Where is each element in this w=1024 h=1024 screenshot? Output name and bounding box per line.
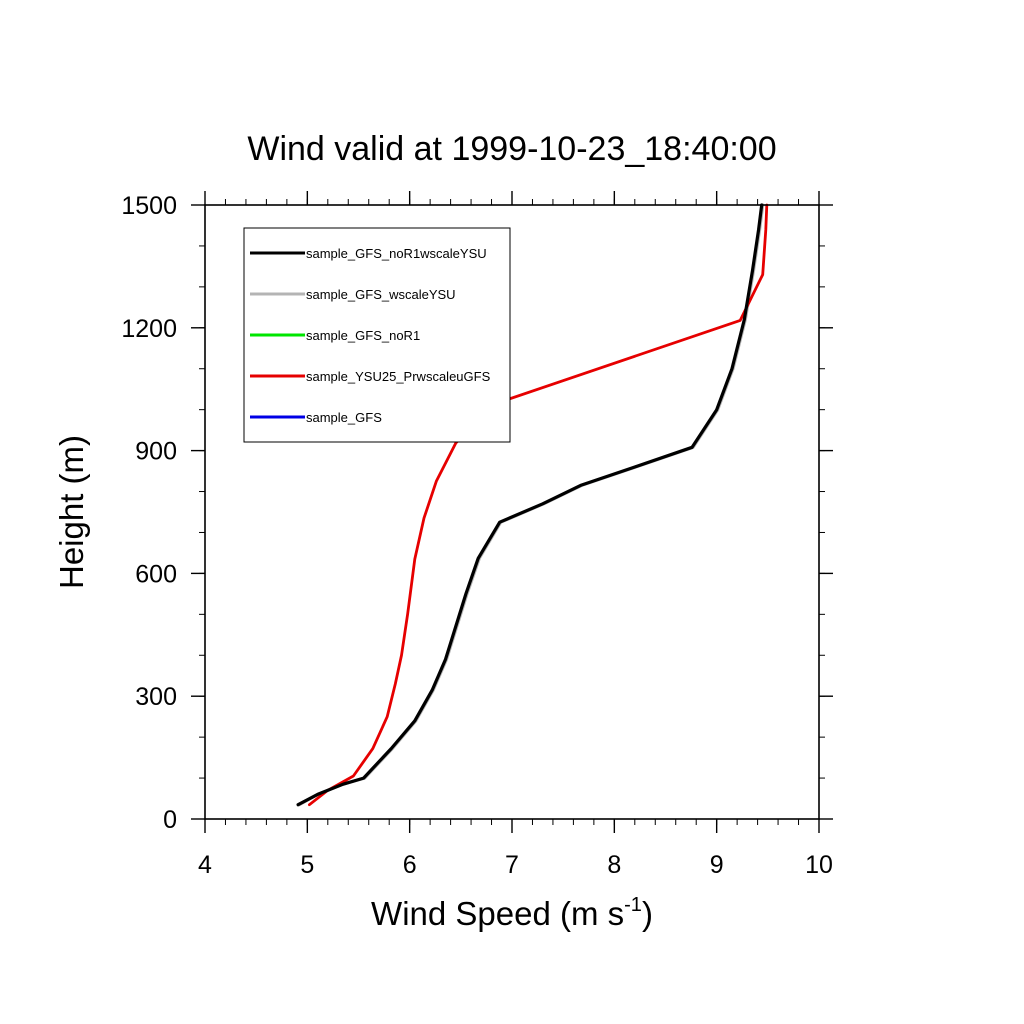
x-tick-label: 4 (198, 851, 212, 879)
x-tick-label: 10 (805, 851, 833, 879)
x-tick-label: 8 (607, 851, 621, 879)
x-tick-label: 7 (505, 851, 519, 879)
legend-label: sample_GFS_wscaleYSU (306, 287, 456, 302)
y-tick-label: 0 (163, 806, 177, 834)
x-tick-label: 5 (300, 851, 314, 879)
legend-label: sample_GFS (306, 410, 382, 425)
legend: sample_GFS_noR1wscaleYSU sample_GFS_wscal… (243, 227, 511, 443)
plot-frame (204, 204, 820, 820)
x-axis-label-superscript: -1 (624, 894, 642, 916)
legend-label: sample_YSU25_PrwscaleuGFS (306, 369, 491, 384)
y-axis-label: Height (m) (53, 435, 90, 589)
x-tick-label: 6 (403, 851, 417, 879)
y-tick-label: 600 (135, 560, 177, 588)
y-axis-label-text: Height (m) (53, 435, 90, 589)
y-tick-label: 900 (135, 438, 177, 466)
series-lines (296, 203, 769, 807)
legend-label: sample_GFS_noR1wscaleYSU (306, 246, 487, 261)
y-tick-label: 300 (135, 683, 177, 711)
x-tick-label: 9 (710, 851, 724, 879)
x-axis-label-close: ) (642, 895, 653, 932)
major-ticks (191, 191, 833, 833)
legend-label: sample_GFS_noR1 (306, 328, 420, 343)
y-tick-label: 1200 (121, 315, 177, 343)
x-axis-label-main: Wind Speed (m s (371, 895, 624, 932)
chart-title: Wind valid at 1999-10-23_18:40:00 (247, 130, 776, 168)
tick-labels: 4 5 6 7 8 9 10 0 300 600 900 1200 1500 (121, 192, 833, 879)
series-line-1 (296, 203, 764, 807)
y-tick-label: 1500 (121, 192, 177, 220)
x-axis-label: Wind Speed (m s-1) (371, 894, 653, 932)
